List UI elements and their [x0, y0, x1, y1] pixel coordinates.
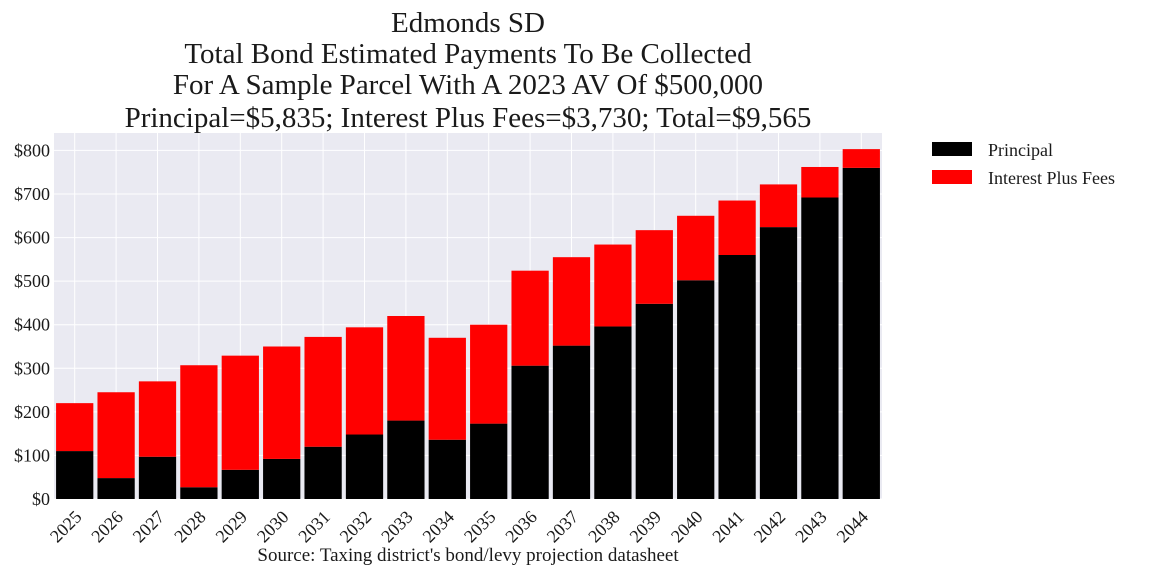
- x-tick-label: 2025: [46, 507, 86, 547]
- bar-interest-2036: [511, 270, 549, 366]
- bar-principal-2040: [677, 280, 715, 499]
- legend-label: Principal: [988, 140, 1053, 160]
- bar-interest-2039: [635, 230, 673, 304]
- bar-interest-2043: [801, 166, 839, 198]
- plot-background: [54, 133, 882, 499]
- x-tick-label: 2034: [419, 507, 459, 547]
- bar-interest-2038: [594, 244, 632, 327]
- x-axis-label: Source: Taxing district's bond/levy proj…: [257, 545, 679, 566]
- bar-principal-2039: [635, 303, 673, 499]
- bar-principal-2032: [345, 434, 384, 499]
- bar-principal-2034: [428, 439, 466, 499]
- bar-principal-2029: [221, 469, 259, 499]
- legend-swatch: [932, 170, 972, 184]
- bar-interest-2037: [552, 257, 591, 346]
- bar-interest-2033: [387, 316, 425, 421]
- bar-principal-2036: [511, 365, 549, 499]
- x-tick-label: 2026: [87, 507, 127, 547]
- bar-principal-2031: [304, 446, 342, 499]
- y-tick-label: $100: [14, 445, 50, 465]
- legend-swatch: [932, 142, 972, 156]
- title-line-2: Total Bond Estimated Payments To Be Coll…: [184, 38, 752, 70]
- x-tick-label: 2044: [833, 507, 873, 547]
- bar-principal-2043: [801, 197, 839, 499]
- x-axis: 2025 2026 2027 2028 2029 2030 2031 2032 2033 2034…: [46, 507, 872, 547]
- bar-principal-2026: [97, 478, 135, 499]
- x-tick-label: 2042: [750, 507, 790, 547]
- x-tick-label: 2043: [791, 507, 831, 547]
- bar-interest-2032: [345, 327, 384, 435]
- x-tick-label: 2029: [212, 507, 252, 547]
- title-line-3: For A Sample Parcel With A 2023 AV Of $5…: [173, 69, 763, 101]
- bar-principal-2041: [718, 255, 756, 499]
- y-tick-label: $0: [32, 489, 50, 509]
- bar-interest-2031: [304, 336, 342, 447]
- bar-principal-2038: [594, 326, 632, 499]
- x-tick-label: 2035: [460, 507, 500, 547]
- x-tick-label: 2033: [377, 507, 417, 547]
- y-tick-label: $400: [14, 315, 50, 335]
- x-tick-label: 2040: [667, 507, 707, 547]
- bars: [56, 149, 880, 499]
- title-line-4: Principal=$5,835; Interest Plus Fees=$3,…: [125, 102, 812, 134]
- title-line-1: Edmonds SD: [391, 7, 545, 39]
- bar-interest-2026: [97, 392, 135, 479]
- chart-title: Edmonds SD Total Bond Estimated Payments…: [125, 7, 812, 134]
- x-tick-label: 2032: [336, 507, 376, 547]
- x-tick-label: 2038: [584, 507, 624, 547]
- y-tick-label: $500: [14, 271, 50, 291]
- x-tick-label: 2031: [294, 507, 334, 547]
- legend-label: Interest Plus Fees: [988, 168, 1115, 188]
- bar-interest-2034: [428, 337, 466, 440]
- y-tick-label: $200: [14, 402, 50, 422]
- x-tick-label: 2027: [129, 507, 169, 547]
- bar-principal-2044: [842, 167, 880, 499]
- x-tick-label: 2039: [626, 507, 666, 547]
- bar-principal-2027: [138, 456, 177, 499]
- y-tick-label: $700: [14, 184, 50, 204]
- bar-principal-2025: [56, 451, 94, 499]
- bar-principal-2037: [552, 345, 591, 499]
- bar-interest-2028: [180, 365, 218, 488]
- legend: Principal Interest Plus Fees: [932, 140, 1115, 188]
- bar-interest-2035: [470, 324, 508, 424]
- bar-principal-2030: [263, 458, 301, 499]
- bar-interest-2027: [138, 381, 177, 457]
- y-axis: $0 $100 $200 $300 $400 $500 $600 $700 $800: [14, 140, 50, 509]
- x-tick-label: 2028: [170, 507, 210, 547]
- y-tick-label: $800: [14, 140, 50, 160]
- bar-principal-2042: [759, 227, 798, 499]
- bar-principal-2028: [180, 487, 218, 499]
- y-tick-label: $600: [14, 228, 50, 248]
- bar-principal-2033: [387, 420, 425, 499]
- bar-interest-2041: [718, 200, 756, 255]
- x-tick-label: 2030: [253, 507, 293, 547]
- x-tick-label: 2037: [543, 507, 583, 547]
- bar-interest-2025: [56, 403, 94, 452]
- bar-principal-2035: [470, 423, 508, 499]
- x-tick-label: 2036: [501, 507, 541, 547]
- bar-interest-2042: [759, 184, 798, 228]
- bar-interest-2029: [221, 355, 259, 470]
- x-tick-label: 2041: [708, 507, 748, 547]
- bar-interest-2040: [677, 215, 715, 281]
- bar-interest-2044: [842, 149, 880, 168]
- y-tick-label: $300: [14, 358, 50, 378]
- bar-interest-2030: [263, 346, 301, 459]
